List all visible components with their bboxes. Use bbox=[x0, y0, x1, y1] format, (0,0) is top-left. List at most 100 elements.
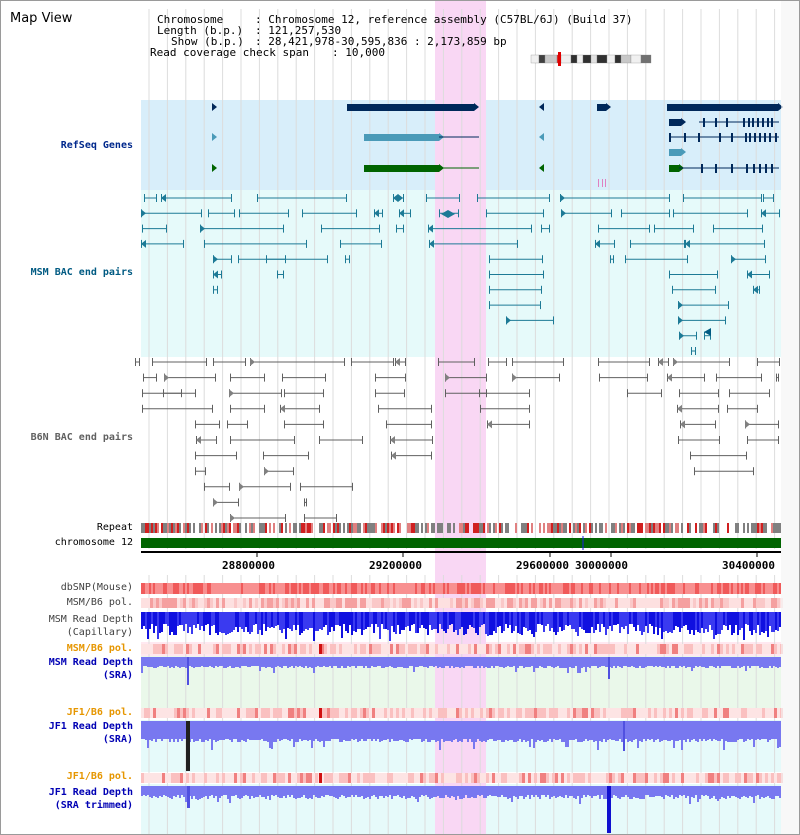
pol-block bbox=[345, 644, 348, 654]
depth-bar bbox=[179, 612, 181, 625]
pol-block bbox=[705, 644, 708, 654]
pol-block bbox=[564, 773, 567, 783]
dbsnp-block bbox=[715, 583, 717, 594]
depth-bar bbox=[349, 612, 351, 625]
pol-block bbox=[756, 708, 759, 718]
b6n-bac-label[interactable]: B6N BAC end pairs bbox=[30, 432, 133, 443]
depth-bar bbox=[587, 612, 589, 633]
depth-bar bbox=[477, 721, 479, 739]
repeat-block bbox=[715, 523, 717, 533]
bac-end bbox=[563, 358, 564, 366]
depth-bar bbox=[697, 786, 699, 802]
depth-bar bbox=[559, 612, 561, 627]
depth-bar bbox=[257, 612, 259, 634]
bac-end bbox=[728, 301, 729, 310]
pol-block bbox=[462, 644, 465, 654]
depth-bar bbox=[661, 721, 663, 741]
pol-block bbox=[624, 644, 627, 654]
pol-block bbox=[489, 598, 492, 608]
pol-block bbox=[177, 644, 180, 654]
depth-bar bbox=[559, 721, 561, 739]
pol-block bbox=[141, 598, 144, 608]
depth-bar bbox=[155, 786, 157, 797]
exon bbox=[759, 133, 761, 142]
bac-end bbox=[757, 404, 758, 413]
depth-bar bbox=[449, 657, 451, 668]
bac-end bbox=[543, 209, 544, 218]
depth-bar bbox=[475, 657, 477, 668]
repeat-block bbox=[501, 523, 503, 533]
depth-bar bbox=[415, 612, 417, 633]
repeat-block bbox=[561, 523, 563, 533]
pol-block bbox=[258, 708, 261, 718]
depth-bar bbox=[373, 721, 375, 739]
repeat-block bbox=[233, 523, 235, 533]
pol-block bbox=[513, 644, 516, 654]
depth-bar bbox=[657, 657, 659, 667]
msm-bac-label[interactable]: MSM BAC end pairs bbox=[30, 267, 133, 278]
depth-bar bbox=[613, 612, 615, 625]
depth-bar bbox=[191, 721, 193, 739]
gene-arrow bbox=[778, 103, 783, 111]
pol-block bbox=[384, 598, 387, 608]
depth-bar bbox=[665, 786, 667, 795]
depth-bar bbox=[233, 721, 235, 739]
repeat-block bbox=[365, 523, 367, 533]
depth-bar bbox=[635, 721, 637, 739]
pol-block bbox=[534, 708, 537, 718]
depth-bar bbox=[499, 657, 501, 667]
repeat-block bbox=[459, 523, 461, 533]
depth-bar bbox=[481, 721, 483, 742]
bac-end bbox=[345, 255, 346, 264]
dbsnp-block bbox=[509, 583, 511, 594]
bac-end bbox=[205, 467, 206, 476]
pol-block bbox=[285, 773, 288, 783]
jf1-b6-pol-2-label: JF1/B6 pol. bbox=[66, 771, 133, 782]
depth-bar bbox=[375, 612, 377, 624]
dbsnp-block bbox=[695, 583, 697, 594]
repeat-block bbox=[539, 523, 541, 533]
depth-bar bbox=[529, 786, 531, 799]
dbsnp-block bbox=[181, 583, 183, 594]
depth-bar bbox=[203, 721, 205, 742]
pol-block bbox=[279, 773, 282, 783]
pol-block bbox=[291, 644, 294, 654]
pol-block bbox=[336, 708, 339, 718]
pol-block bbox=[351, 644, 354, 654]
depth-bar bbox=[259, 786, 261, 795]
dbsnp-block bbox=[317, 583, 319, 594]
depth-bar bbox=[587, 657, 589, 667]
depth-bar bbox=[611, 612, 613, 631]
depth-bar bbox=[509, 721, 511, 740]
pol-block bbox=[174, 773, 177, 783]
depth-bar bbox=[723, 721, 725, 750]
depth-bar bbox=[471, 612, 473, 627]
depth-bar bbox=[399, 612, 401, 634]
repeat-block bbox=[185, 523, 187, 533]
depth-bar bbox=[575, 657, 577, 666]
depth-bar bbox=[595, 612, 597, 630]
pol-block bbox=[441, 644, 444, 654]
depth-bar bbox=[741, 657, 743, 667]
depth-bar bbox=[557, 612, 559, 632]
depth-bar bbox=[651, 612, 653, 626]
depth-bar bbox=[777, 721, 779, 748]
pol-block bbox=[558, 644, 561, 654]
pol-block bbox=[285, 598, 288, 608]
pol-block bbox=[777, 773, 780, 783]
depth-bar bbox=[565, 657, 567, 668]
pol-block bbox=[510, 773, 513, 783]
dbsnp-block bbox=[385, 583, 387, 594]
depth-bar bbox=[755, 657, 757, 666]
bac-end bbox=[201, 209, 202, 218]
pol-block bbox=[627, 598, 630, 608]
depth-bar bbox=[569, 721, 571, 740]
depth-bar bbox=[467, 721, 469, 742]
repeat-block bbox=[655, 523, 657, 533]
depth-bar bbox=[141, 657, 143, 673]
refseq-genes-label[interactable]: RefSeq Genes bbox=[60, 140, 133, 151]
repeat-block bbox=[163, 523, 165, 533]
depth-bar bbox=[173, 657, 175, 668]
depth-bar bbox=[683, 612, 685, 626]
pol-block bbox=[690, 644, 693, 654]
